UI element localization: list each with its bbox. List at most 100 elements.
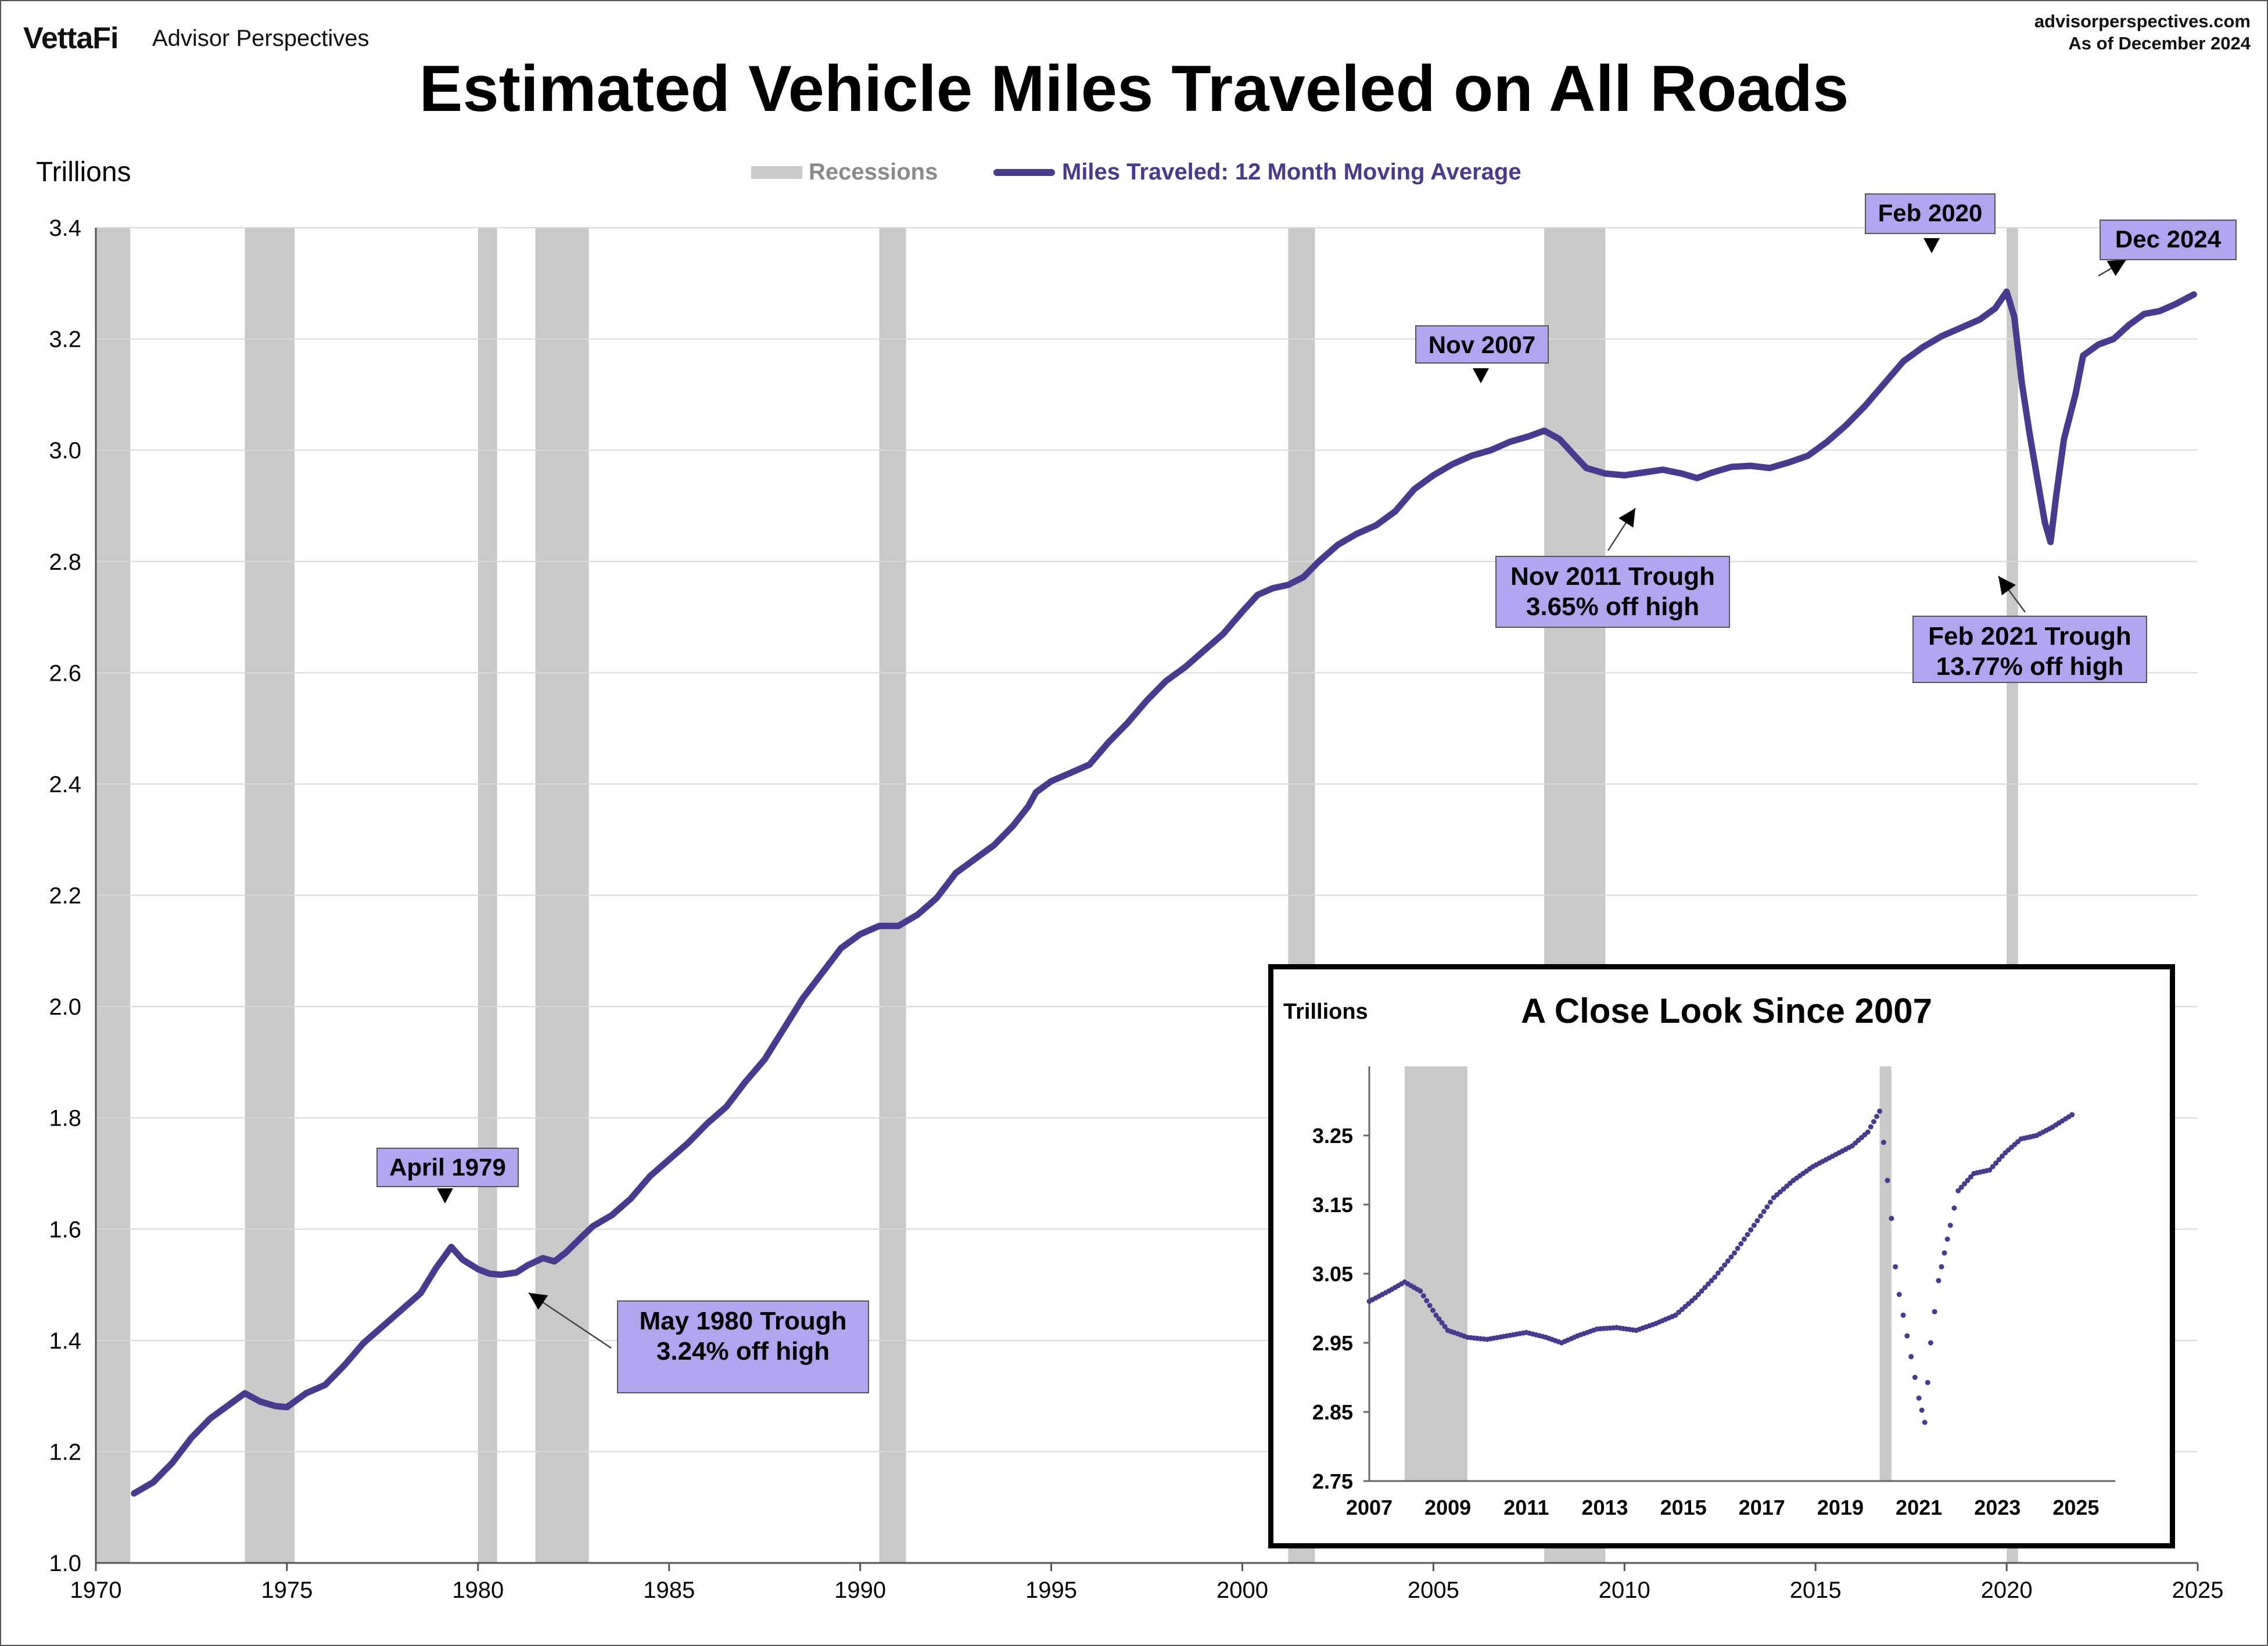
inset-data-point — [1764, 1204, 1770, 1210]
annotation-may-1980-trough: May 1980 Trough 3.24% off high — [617, 1300, 869, 1393]
pointer-may-1980-head — [529, 1293, 548, 1310]
inset-data-point — [1874, 1113, 1879, 1119]
y-tick-label: 3.4 — [49, 215, 81, 241]
inset-data-point — [1754, 1218, 1760, 1224]
y-tick-label: 2.0 — [49, 994, 81, 1020]
inset-data-point — [1877, 1108, 1882, 1114]
as-of-date: As of December 2024 — [2068, 33, 2251, 53]
y-tick-label: 1.4 — [49, 1328, 81, 1354]
inset-data-point — [1709, 1278, 1714, 1284]
inset-data-point — [1881, 1140, 1886, 1145]
x-tick-label: 1995 — [1025, 1577, 1077, 1603]
chart-title: Estimated Vehicle Miles Traveled on All … — [419, 52, 1849, 125]
annotation-nov-2007: Nov 2007 — [1415, 325, 1549, 364]
inset-data-point — [1702, 1285, 1708, 1291]
inset-data-point — [1999, 1153, 2005, 1159]
x-tick-label: 2000 — [1216, 1577, 1268, 1603]
inset-title: A Close Look Since 2007 — [1521, 991, 1932, 1030]
pointer-feb-2021-head — [1998, 576, 2016, 596]
inset-data-point — [1916, 1395, 1922, 1401]
y-tick-label: 2.8 — [49, 549, 81, 575]
inset-data-point — [1725, 1258, 1731, 1264]
inset-x-tick-label: 2009 — [1424, 1496, 1471, 1519]
inset-data-point — [1889, 1216, 1894, 1221]
inset-data-point — [1893, 1264, 1899, 1270]
annotation-text: May 1980 Trough — [639, 1307, 847, 1335]
inset-data-point — [1951, 1205, 1957, 1211]
inset-data-point — [1699, 1288, 1704, 1294]
inset-data-point — [1900, 1312, 1906, 1318]
arrow-feb-2020 — [1924, 238, 1940, 253]
site-url: advisorperspectives.com — [2034, 11, 2251, 31]
y-tick-label: 3.0 — [49, 438, 81, 463]
x-tick-label: 1970 — [70, 1577, 122, 1603]
inset-x-tick-label: 2017 — [1739, 1496, 1785, 1519]
inset-data-point — [1424, 1298, 1430, 1303]
site-info: advisorperspectives.com As of December 2… — [2034, 10, 2251, 55]
annotation-april-1979: April 1979 — [376, 1148, 519, 1187]
inset-x-tick-label: 2019 — [1817, 1496, 1864, 1519]
inset-data-point — [1767, 1199, 1773, 1205]
inset-data-point — [1939, 1264, 1944, 1270]
inset-data-point — [1912, 1375, 1918, 1380]
x-tick-label: 2025 — [2172, 1577, 2224, 1603]
inset-data-point — [1928, 1340, 1933, 1346]
legend-series-label: Miles Traveled: 12 Month Moving Average — [1062, 159, 1521, 185]
inset-data-point — [1442, 1324, 1448, 1329]
inset-data-point — [1965, 1177, 1971, 1183]
inset-data-point — [1722, 1262, 1728, 1268]
inset-data-point — [1947, 1223, 1953, 1228]
vettafi-logo: VettaFi — [23, 21, 119, 55]
x-tick-label: 1990 — [834, 1577, 886, 1603]
y-tick-label: 2.6 — [49, 660, 81, 686]
inset-x-tick-label: 2021 — [1896, 1496, 1942, 1519]
inset-data-point — [1942, 1250, 1947, 1256]
y-tick-label: 3.2 — [49, 327, 81, 353]
inset-data-point — [1745, 1232, 1750, 1238]
y-tick-label: 1.2 — [49, 1439, 81, 1465]
inset-chart: Trillions A Close Look Since 2007 2.75 2.85… — [1283, 991, 2115, 1519]
inset-x-tick-label: 2025 — [2052, 1496, 2099, 1519]
inset-x-tick-label: 2023 — [1974, 1496, 2021, 1519]
annotation-text: 3.24% off high — [656, 1337, 830, 1365]
inset-data-point — [1712, 1274, 1718, 1280]
inset-data-point — [1696, 1292, 1701, 1298]
inset-data-point — [1735, 1245, 1741, 1251]
inset-data-point — [1718, 1266, 1724, 1272]
inset-data-point — [1751, 1223, 1757, 1228]
legend-recession-swatch — [751, 166, 802, 179]
annotation-text: April 1979 — [389, 1153, 506, 1181]
x-tick-label: 2005 — [1408, 1577, 1459, 1603]
inset-data-point — [1990, 1164, 1996, 1170]
annotation-text: Nov 2011 Trough — [1510, 562, 1716, 591]
inset-y-tick-label: 3.25 — [1312, 1124, 1353, 1148]
inset-data-point — [1922, 1419, 1928, 1425]
inset-y-axis-label: Trillions — [1283, 1000, 1368, 1024]
x-tick-label: 2015 — [1790, 1577, 1842, 1603]
inset-data-point — [1427, 1303, 1433, 1309]
inset-y-tick-label: 2.85 — [1312, 1400, 1353, 1424]
annotation-text: 13.77% off high — [1936, 652, 2124, 681]
arrow-nov-2007 — [1473, 368, 1489, 383]
inset-data-point — [1738, 1241, 1744, 1246]
inset-y-tick-label: 3.15 — [1312, 1193, 1353, 1217]
inset-x-tick-label: 2013 — [1581, 1496, 1628, 1519]
inset-y-tick-label: 2.95 — [1312, 1331, 1353, 1355]
annotation-text: Nov 2007 — [1428, 331, 1536, 358]
inset-data-point — [1741, 1237, 1747, 1242]
inset-data-point — [1715, 1270, 1721, 1276]
annotation-feb-2021-trough: Feb 2021 Trough 13.77% off high — [1912, 616, 2147, 683]
x-tick-label: 1980 — [452, 1577, 504, 1603]
inset-data-point — [1439, 1320, 1445, 1325]
annotation-text: 3.65% off high — [1526, 592, 1700, 621]
inset-x-tick-label: 2011 — [1503, 1496, 1549, 1519]
legend-recession-label: Recessions — [809, 159, 938, 185]
inset-data-point — [1993, 1160, 1999, 1166]
inset-data-point — [1418, 1288, 1423, 1294]
inset-chart-box: Trillions A Close Look Since 2007 2.75 2.85… — [1268, 964, 2175, 1548]
inset-data-point — [1925, 1379, 1930, 1385]
annotation-dec-2024: Dec 2024 — [2100, 220, 2237, 260]
inset-data-point — [1692, 1295, 1698, 1301]
brand-name: Advisor Perspectives — [152, 26, 369, 51]
